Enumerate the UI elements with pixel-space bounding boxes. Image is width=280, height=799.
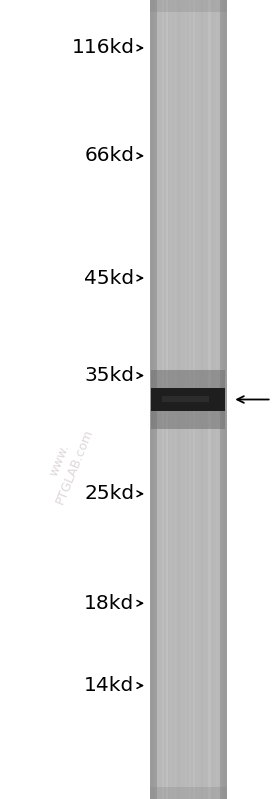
Text: www.
PTGLAB.com: www. PTGLAB.com xyxy=(39,421,96,506)
Text: 18kd: 18kd xyxy=(84,594,134,613)
Bar xyxy=(208,0,211,799)
Bar xyxy=(181,0,184,799)
Bar xyxy=(150,0,227,799)
Bar xyxy=(151,0,153,799)
Bar xyxy=(162,396,209,402)
Bar xyxy=(174,0,176,799)
Text: 116kd: 116kd xyxy=(71,38,134,58)
Bar xyxy=(178,0,180,799)
Bar xyxy=(158,0,160,799)
Bar xyxy=(220,0,222,799)
Bar xyxy=(220,0,227,799)
Bar xyxy=(189,0,191,799)
Text: 14kd: 14kd xyxy=(84,676,134,695)
Bar xyxy=(151,369,225,430)
Bar xyxy=(193,0,195,799)
Text: 45kd: 45kd xyxy=(84,268,134,288)
Bar xyxy=(224,0,226,799)
Bar xyxy=(150,0,227,12)
Text: 25kd: 25kd xyxy=(84,484,134,503)
Text: 35kd: 35kd xyxy=(84,366,134,385)
Bar xyxy=(166,0,168,799)
Bar xyxy=(151,388,225,411)
Bar xyxy=(150,0,157,799)
Bar xyxy=(212,0,214,799)
Bar xyxy=(170,0,172,799)
Bar xyxy=(162,0,164,799)
Bar xyxy=(155,0,157,799)
Bar xyxy=(185,0,187,799)
Bar xyxy=(205,0,207,799)
Text: 66kd: 66kd xyxy=(84,146,134,165)
Bar xyxy=(216,0,218,799)
Bar xyxy=(150,787,227,799)
Bar xyxy=(197,0,199,799)
Bar xyxy=(201,0,203,799)
